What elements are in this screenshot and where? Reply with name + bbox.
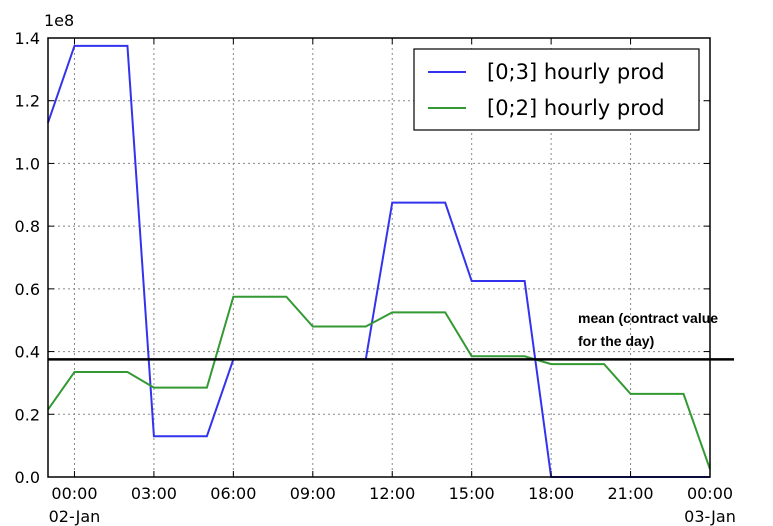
x-tick-label: 21:00	[608, 484, 654, 503]
x-tick-label: 15:00	[449, 484, 495, 503]
x-tick-label: 00:00	[51, 484, 97, 503]
x-tick-label: 09:00	[290, 484, 336, 503]
legend: [0;3] hourly prod [0;2] hourly prod	[413, 48, 700, 131]
plot-frame	[47, 37, 711, 478]
y-tick-label: 1.2	[15, 92, 40, 111]
y-tick-label: 0.0	[15, 468, 40, 487]
x-tick-label: 12:00	[369, 484, 415, 503]
y-tick-label: 1.0	[15, 154, 40, 173]
y-tick-label: 1.4	[15, 29, 40, 48]
x-tick-label: 00:00	[687, 484, 733, 503]
legend-label-series-1: [0;2] hourly prod	[487, 96, 665, 120]
y-tick-label: 0.2	[15, 405, 40, 424]
annotation-line-2: for the day)	[578, 333, 654, 349]
y-multiplier-label: 1e8	[44, 11, 74, 30]
annotation-line-1: mean (contract value	[578, 310, 718, 326]
x-tick-label: 03:00	[131, 484, 177, 503]
y-tick-label: 0.6	[15, 280, 40, 299]
y-tick-label: 0.8	[15, 217, 40, 236]
ticks	[48, 37, 711, 478]
x-tick-label: 06:00	[210, 484, 256, 503]
y-tick-label: 0.4	[15, 343, 40, 362]
tick-labels: 0.0 0.2 0.4 0.6 0.8 1.0 1.2 1.4 00:00 02-Jan 03:00…	[15, 29, 736, 526]
x-tick-sublabel: 03-Jan	[684, 507, 736, 526]
x-tick-sublabel: 02-Jan	[49, 507, 101, 526]
x-tick-label: 18:00	[528, 484, 574, 503]
grid	[48, 38, 710, 477]
legend-label-series-0: [0;3] hourly prod	[487, 60, 665, 84]
legend-box	[413, 48, 700, 131]
series-line-1	[47, 295, 711, 470]
